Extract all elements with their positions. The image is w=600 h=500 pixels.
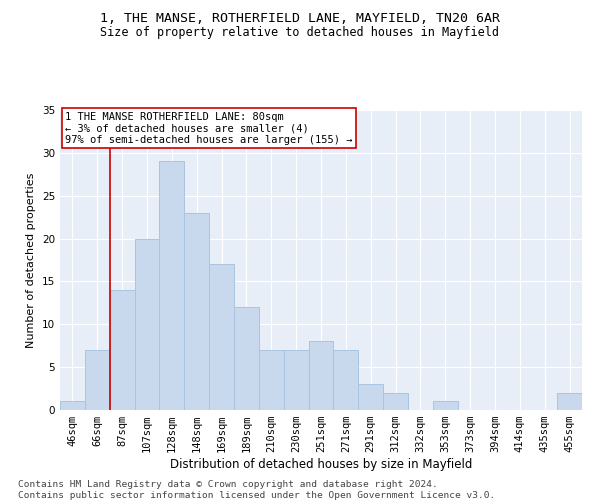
Bar xyxy=(557,393,582,410)
Bar xyxy=(234,307,259,410)
Bar xyxy=(383,393,408,410)
Bar xyxy=(134,238,160,410)
Text: Contains HM Land Registry data © Crown copyright and database right 2024.
Contai: Contains HM Land Registry data © Crown c… xyxy=(18,480,495,500)
Bar xyxy=(209,264,234,410)
Y-axis label: Number of detached properties: Number of detached properties xyxy=(26,172,37,348)
Bar xyxy=(308,342,334,410)
Text: Size of property relative to detached houses in Mayfield: Size of property relative to detached ho… xyxy=(101,26,499,39)
Text: 1 THE MANSE ROTHERFIELD LANE: 80sqm
← 3% of detached houses are smaller (4)
97% : 1 THE MANSE ROTHERFIELD LANE: 80sqm ← 3%… xyxy=(65,112,353,144)
Bar xyxy=(334,350,358,410)
Bar xyxy=(160,162,184,410)
Text: 1, THE MANSE, ROTHERFIELD LANE, MAYFIELD, TN20 6AR: 1, THE MANSE, ROTHERFIELD LANE, MAYFIELD… xyxy=(100,12,500,26)
Bar xyxy=(284,350,308,410)
X-axis label: Distribution of detached houses by size in Mayfield: Distribution of detached houses by size … xyxy=(170,458,472,471)
Bar xyxy=(85,350,110,410)
Bar xyxy=(110,290,134,410)
Bar xyxy=(60,402,85,410)
Bar xyxy=(259,350,284,410)
Bar xyxy=(358,384,383,410)
Bar xyxy=(184,213,209,410)
Bar xyxy=(433,402,458,410)
